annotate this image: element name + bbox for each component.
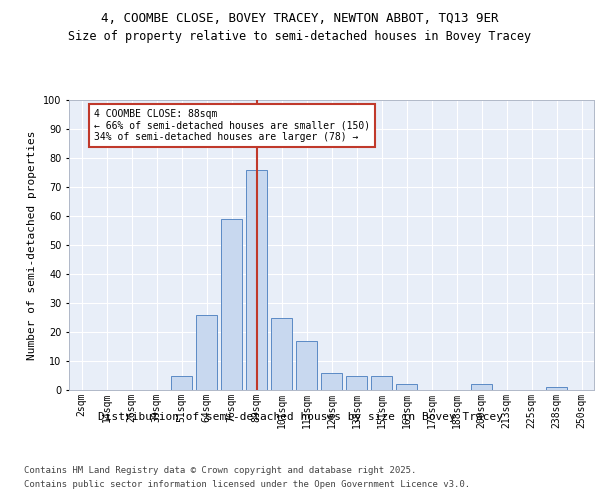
Bar [321, 372, 342, 390]
Bar [246, 170, 267, 390]
Bar [471, 384, 492, 390]
Bar [371, 376, 392, 390]
Bar [271, 318, 292, 390]
Bar [546, 387, 567, 390]
Bar [296, 340, 317, 390]
Text: 4, COOMBE CLOSE, BOVEY TRACEY, NEWTON ABBOT, TQ13 9ER: 4, COOMBE CLOSE, BOVEY TRACEY, NEWTON AB… [101, 12, 499, 26]
Text: Contains HM Land Registry data © Crown copyright and database right 2025.: Contains HM Land Registry data © Crown c… [24, 466, 416, 475]
Text: Distribution of semi-detached houses by size in Bovey Tracey: Distribution of semi-detached houses by … [97, 412, 503, 422]
Y-axis label: Number of semi-detached properties: Number of semi-detached properties [28, 130, 37, 360]
Text: Size of property relative to semi-detached houses in Bovey Tracey: Size of property relative to semi-detach… [68, 30, 532, 43]
Bar [396, 384, 417, 390]
Text: 4 COOMBE CLOSE: 88sqm
← 66% of semi-detached houses are smaller (150)
34% of sem: 4 COOMBE CLOSE: 88sqm ← 66% of semi-deta… [94, 108, 370, 142]
Bar [346, 376, 367, 390]
Text: Contains public sector information licensed under the Open Government Licence v3: Contains public sector information licen… [24, 480, 470, 489]
Bar [171, 376, 192, 390]
Bar [196, 314, 217, 390]
Bar [221, 219, 242, 390]
